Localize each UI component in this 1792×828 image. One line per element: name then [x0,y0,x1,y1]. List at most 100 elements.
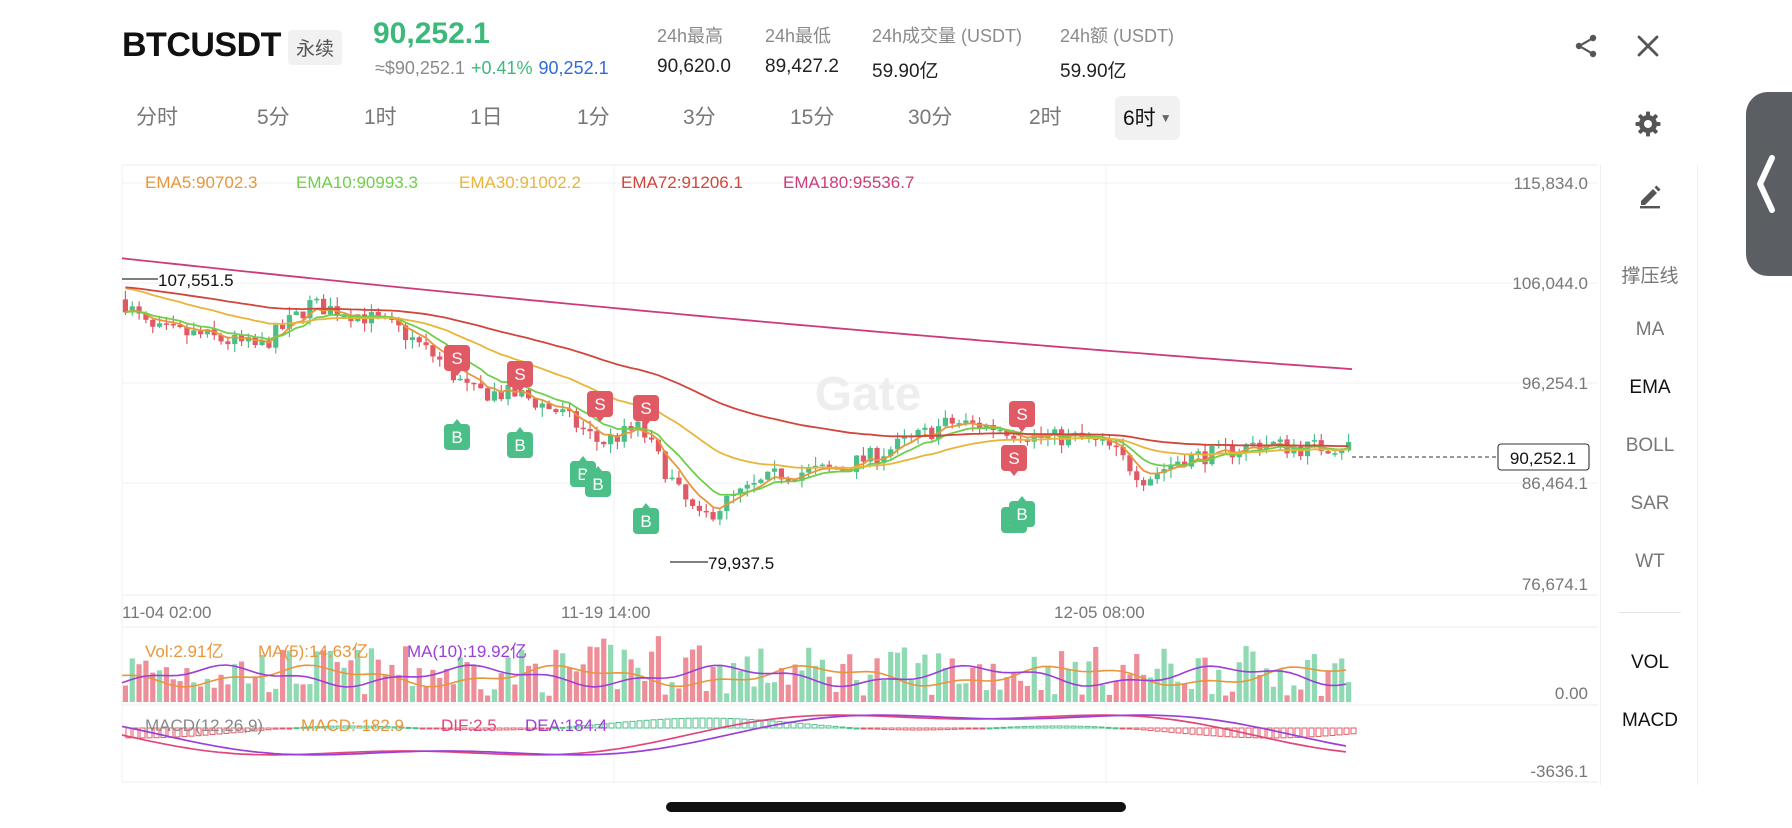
macd-bar [1224,727,1231,738]
tab-timeframe[interactable]: 分时 [136,106,178,129]
volume-bar [669,682,675,702]
volume-bar [143,660,149,702]
chevron-left-icon [1757,155,1775,213]
home-indicator [666,802,1126,812]
indicator-ma[interactable]: MA [1635,319,1665,340]
macd-bar [160,727,167,739]
signal-label: S [594,395,605,414]
stat-value: 90,620.0 [657,56,731,77]
volume-bar [799,670,805,702]
volume-bar [1175,681,1181,702]
macd-bar [888,727,895,731]
volume-bar [1031,656,1037,702]
volume-bar [1024,686,1031,702]
macd-bar [580,725,587,729]
ema180-legend: EMA180:95536.7 [783,173,915,192]
tab-timeframe[interactable]: 3分 [683,106,716,129]
gear-icon[interactable] [1630,106,1666,142]
macd-bar [825,725,832,729]
volume-bar [368,648,375,702]
candle-body [156,323,163,327]
chart-grid [121,164,1598,783]
macd-bar [524,727,531,730]
volume-bar [614,689,621,702]
pencil-icon[interactable] [1632,177,1668,213]
macd-bar [615,722,622,729]
volume-bar [1168,663,1174,702]
volume-bar [1113,680,1119,702]
share-icon[interactable] [1568,28,1604,64]
last-price-tag: 90,252.1 [1510,449,1576,468]
indicator-sar[interactable]: SAR [1630,493,1670,514]
candle-body [676,477,682,485]
signal-pointer [516,427,524,432]
macd-bar [517,727,524,731]
candle-body [819,464,826,467]
signal-label: B [514,436,525,455]
indicator-vol[interactable]: VOL [1630,652,1670,673]
candle-body [1175,461,1181,465]
volume-bar [853,680,860,702]
macd-bar [608,722,615,729]
volume-bar [655,636,662,702]
tab-timeframe[interactable]: 1分 [577,106,610,129]
volume-bar [197,686,204,702]
candle-body [1304,441,1311,457]
candle-body [751,482,757,485]
tab-timeframe[interactable]: 1日 [470,106,503,129]
macd-bar [1196,727,1203,736]
volume-bar [1017,680,1024,702]
macd-panel [121,714,1357,756]
indicator-macd[interactable]: MACD [1622,710,1678,731]
candle-body [566,409,573,412]
tab-timeframe[interactable]: 15分 [790,106,835,129]
candle-body [826,464,832,467]
tab-timeframe[interactable]: 5分 [257,106,290,129]
signal-label: B [592,475,603,494]
macd-bar [1021,726,1028,729]
macd-bar [1105,726,1112,729]
side-drawer-handle[interactable] [1746,92,1792,276]
candle-body [1332,453,1338,455]
tab-timeframe[interactable]: 1时 [364,106,397,129]
candle-body [437,356,443,360]
tab-timeframe[interactable]: 30分 [908,106,953,129]
volume-bar [170,679,176,702]
volume-bar [1257,674,1263,702]
indicator-wt[interactable]: WT [1635,551,1665,572]
macd-bar [860,727,867,730]
last-price: 90,252.1 [373,17,490,50]
candle-body [1024,440,1031,442]
volume-bar [409,686,416,702]
candle-body [143,313,149,320]
volume-ma-line [121,664,1347,688]
candle-body [184,327,190,336]
macd-bar [1189,727,1196,735]
symbol-title[interactable]: BTCUSDT [122,26,281,64]
volume-bar [532,663,539,702]
volume-bar [1154,668,1160,702]
volume-bar [1058,651,1065,702]
volume-bar [676,688,682,702]
macd-bar [797,722,804,729]
volume-bar [320,650,327,702]
indicator-boll[interactable]: BOLL [1625,435,1675,456]
volume-bar [737,670,744,702]
close-icon[interactable] [1630,28,1666,64]
macd-legend: MACD(12,26,9) [145,716,264,735]
candle-body [806,467,812,473]
indicator-ema[interactable]: EMA [1629,377,1671,398]
tab-timeframe[interactable]: 2时 [1029,106,1062,129]
ema5-legend: EMA5:90702.3 [145,173,258,192]
macd-bar [1315,727,1322,737]
volume-bar [1209,694,1215,702]
macd-bar [468,727,475,731]
volume-bar [1106,694,1113,702]
volume-bar [1065,669,1072,702]
candle-body [717,511,723,520]
volume-bar [471,665,477,702]
indicator-support-resistance[interactable]: 撑压线 [1621,266,1679,287]
tab-timeframe-active[interactable]: 6时 ▼ [1115,96,1180,140]
volume-bar [970,667,976,702]
